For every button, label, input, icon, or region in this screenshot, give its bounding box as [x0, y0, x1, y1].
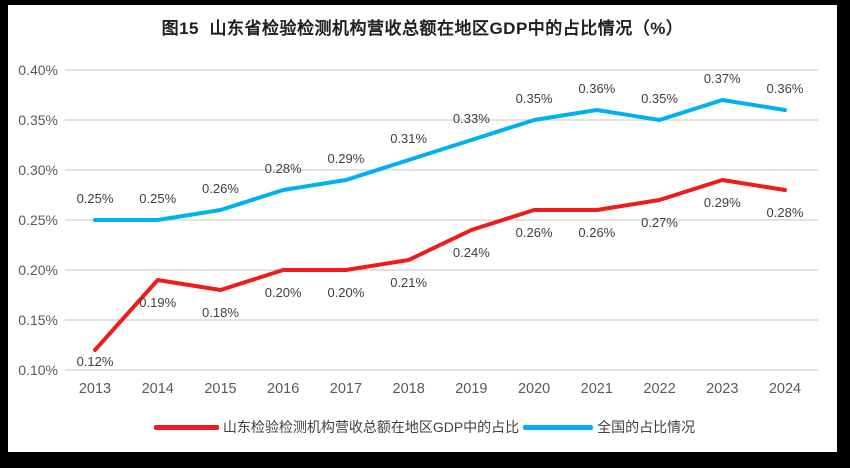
legend-line-swatch-blue — [523, 424, 594, 430]
data-label: 0.18% — [202, 305, 239, 320]
data-label: 0.19% — [139, 295, 176, 310]
y-tick-label: 0.40% — [18, 62, 58, 78]
data-label: 0.21% — [390, 275, 427, 290]
data-label: 0.36% — [767, 81, 804, 96]
y-tick-label: 0.30% — [18, 162, 58, 178]
y-tick-label: 0.15% — [18, 312, 58, 328]
data-label: 0.26% — [516, 225, 553, 240]
chart-legend: 山东检验检测机构营收总额在地区GDP中的占比 全国的占比情况 — [8, 414, 837, 440]
x-tick-label: 2022 — [643, 381, 675, 397]
legend-item-national: 全国的占比情况 — [519, 417, 695, 437]
data-label: 0.26% — [202, 181, 239, 196]
y-tick-label: 0.25% — [18, 212, 58, 228]
data-label: 0.20% — [327, 285, 364, 300]
legend-label-shandong: 山东检验检测机构营收总额在地区GDP中的占比 — [222, 419, 520, 435]
data-label: 0.28% — [767, 205, 804, 220]
data-label: 0.28% — [265, 161, 302, 176]
data-label: 0.24% — [453, 245, 490, 260]
chart-background: 图15 山东省检验检测机构营收总额在地区GDP中的占比情况（%） 0.10% 0.… — [8, 5, 837, 452]
series-line-shandong — [93, 178, 787, 352]
data-label: 0.12% — [77, 354, 114, 369]
y-tick-label: 0.35% — [18, 112, 58, 128]
legend-line-swatch-red — [153, 424, 219, 430]
data-label: 0.25% — [139, 191, 176, 206]
data-label: 0.29% — [327, 151, 364, 166]
x-tick-label: 2014 — [142, 381, 174, 397]
legend-item-shandong: 山东检验检测机构营收总额在地区GDP中的占比 — [150, 417, 519, 437]
y-tick-label: 0.10% — [18, 362, 58, 378]
data-label: 0.26% — [578, 225, 615, 240]
data-label: 0.33% — [453, 111, 490, 126]
series-line-national — [93, 98, 787, 222]
x-tick-label: 2020 — [518, 381, 550, 397]
x-tick-label: 2018 — [393, 381, 425, 397]
data-label: 0.25% — [77, 191, 114, 206]
x-tick-label: 2015 — [204, 381, 236, 397]
x-tick-label: 2019 — [455, 381, 487, 397]
chart-canvas: 0.10% 0.15% 0.20% 0.25% 0.30% 0.35% 0.40% 2013 2… — [18, 62, 818, 397]
data-label: 0.35% — [641, 91, 678, 106]
x-tick-label: 2024 — [769, 381, 801, 397]
data-label: 0.36% — [578, 81, 615, 96]
data-label: 0.31% — [390, 131, 427, 146]
x-tick-label: 2016 — [267, 381, 299, 397]
x-tick-label: 2013 — [79, 381, 111, 397]
chart-title: 图15 山东省检验检测机构营收总额在地区GDP中的占比情况（%） — [161, 19, 684, 38]
data-label: 0.20% — [265, 285, 302, 300]
x-tick-label: 2017 — [330, 381, 362, 397]
data-label: 0.27% — [641, 215, 678, 230]
legend-label-national: 全国的占比情况 — [597, 419, 696, 435]
x-tick-label: 2023 — [706, 381, 738, 397]
data-label: 0.35% — [516, 91, 553, 106]
data-label: 0.29% — [704, 195, 741, 210]
x-tick-label: 2021 — [581, 381, 613, 397]
data-label: 0.37% — [704, 71, 741, 86]
y-tick-label: 0.20% — [18, 262, 58, 278]
